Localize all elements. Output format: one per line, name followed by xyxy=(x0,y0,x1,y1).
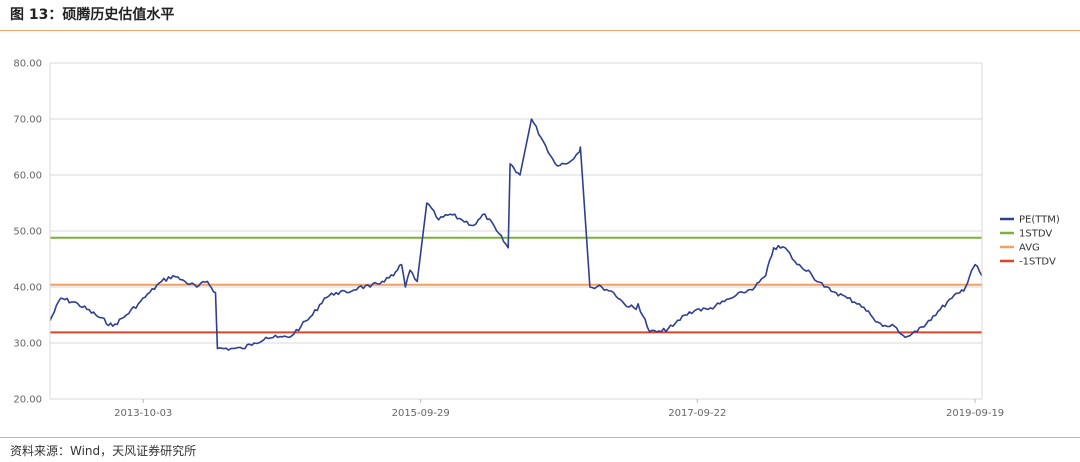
title-divider xyxy=(0,30,1080,31)
axes: 20.00 30.00 40.00 50.00 60.00 70.00 80.00 2013-… xyxy=(13,59,1004,420)
pe-valuation-chart: 20.00 30.00 40.00 50.00 60.00 70.00 80.00 2013-… xyxy=(13,59,1060,420)
reference-lines xyxy=(50,236,982,334)
y-tick-label: 80.00 xyxy=(13,59,42,70)
y-tick-label: 50.00 xyxy=(13,227,42,238)
y-tick-label: 20.00 xyxy=(13,395,42,406)
y-tick-label: 30.00 xyxy=(13,339,42,350)
source-note: 资料来源：Wind，天风证券研究所 xyxy=(10,444,197,458)
x-tick-label: 2019-09-19 xyxy=(946,408,1004,419)
legend-label: PE(TTM) xyxy=(1019,215,1060,226)
legend-label: AVG xyxy=(1019,243,1040,254)
legend-label: -1STDV xyxy=(1019,257,1056,268)
x-tick-label: 2015-09-29 xyxy=(392,408,450,419)
legend-label: 1STDV xyxy=(1019,229,1052,240)
footer-divider xyxy=(0,437,1080,438)
series-line-pe-ttm xyxy=(49,118,983,351)
x-tick-label: 2013-10-03 xyxy=(114,408,172,419)
pe-series xyxy=(49,118,983,351)
x-tick-label: 2017-09-22 xyxy=(668,408,726,419)
y-tick-label: 60.00 xyxy=(13,171,42,182)
figure-title: 图 13：硕腾历史估值水平 xyxy=(10,7,175,23)
legend: PE(TTM) 1STDV AVG -1STDV xyxy=(1000,215,1060,268)
y-tick-label: 40.00 xyxy=(13,283,42,294)
y-tick-label: 70.00 xyxy=(13,115,42,126)
gridlines xyxy=(50,62,982,400)
